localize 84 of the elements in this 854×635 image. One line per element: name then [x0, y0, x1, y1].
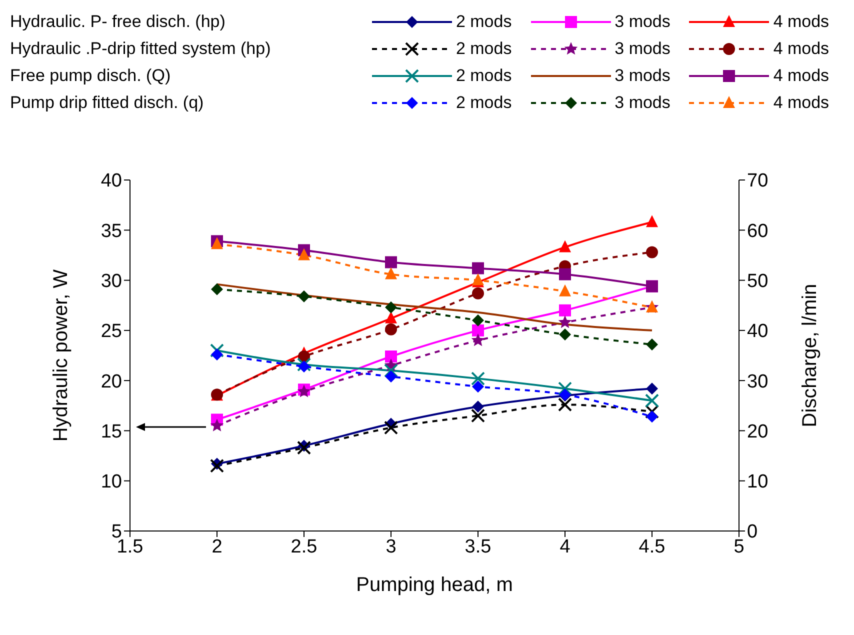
y2-tick-label: 20 [747, 421, 768, 442]
x-tick-label: 5 [734, 536, 744, 558]
text: Hydraulic. P- free disch. (hp) [10, 12, 226, 32]
point [645, 404, 659, 419]
x-tick-label: 2.5 [290, 536, 318, 558]
y-tick-label: 30 [100, 271, 122, 292]
legend-label: 2 mods [456, 38, 512, 58]
point [298, 290, 310, 302]
point [558, 315, 572, 328]
legend-label: 3 mods [614, 38, 670, 58]
y2-tick-label: 50 [747, 271, 768, 292]
y-tick-label: 40 [100, 170, 122, 192]
point [297, 440, 311, 455]
y-axis-title: Hydraulic power, W [50, 269, 72, 442]
point [559, 304, 571, 316]
point [211, 348, 223, 360]
point [472, 314, 484, 326]
legend-label: 3 mods [614, 92, 670, 112]
point [211, 283, 223, 296]
point [646, 215, 658, 228]
point [559, 240, 571, 252]
point [385, 370, 397, 383]
y-tick-label: 20 [100, 371, 122, 392]
x-tick-label: 3.5 [464, 536, 492, 558]
point [646, 338, 658, 350]
point [298, 360, 310, 373]
legend-label: 2 mods [456, 66, 512, 86]
point [297, 358, 311, 372]
point [385, 350, 397, 363]
point [472, 324, 484, 336]
y2-tick-label: 70 [747, 170, 768, 192]
legend-label: 2 mods [456, 92, 512, 112]
point [559, 268, 571, 280]
point [471, 372, 485, 386]
y2-tick-label: 30 [747, 371, 768, 392]
point [471, 333, 485, 346]
point [385, 267, 397, 280]
point [210, 418, 224, 432]
x-tick-label: 4.5 [638, 536, 666, 558]
y2-tick-label: 0 [747, 522, 758, 543]
point [385, 323, 397, 336]
point [471, 408, 485, 423]
point [646, 410, 658, 423]
y2-axis-title: Discharge, l/min [799, 284, 822, 428]
text: Free pump disch. (Q) [10, 66, 172, 86]
x-tick-label: 3 [386, 536, 396, 558]
point [559, 284, 571, 296]
legend-label: 4 mods [773, 92, 830, 112]
point [472, 400, 484, 413]
point [298, 248, 310, 260]
y2-tick-label: 60 [747, 220, 768, 242]
point [385, 256, 397, 268]
y-tick-label: 35 [100, 220, 122, 242]
point [472, 380, 484, 393]
x-axis-title: Pumping head, m [356, 574, 513, 596]
y2-tick-label: 40 [747, 321, 768, 342]
y-tick-label: 10 [100, 472, 122, 493]
text: Pump drip fitted disch. (q) [10, 92, 205, 112]
point [559, 328, 571, 340]
point [646, 246, 658, 258]
y-tick-label: 15 [100, 421, 122, 442]
point [558, 398, 572, 412]
x-tick-label: 4 [560, 536, 571, 558]
point [385, 311, 397, 324]
text: Hydraulic .P-drip fitted system (hp) [10, 38, 272, 58]
point [472, 262, 484, 274]
point [384, 420, 398, 435]
point [384, 364, 398, 378]
x-tick-label: 2 [212, 536, 222, 558]
legend-label: 2 mods [456, 12, 512, 32]
y-tick-label: 25 [100, 321, 122, 342]
point [385, 301, 397, 314]
point [558, 382, 572, 396]
y2-tick-label: 10 [747, 472, 768, 493]
point [646, 382, 658, 395]
legend-label: 4 mods [773, 66, 830, 86]
point [645, 394, 659, 408]
legend-label: 4 mods [773, 38, 830, 58]
point [210, 343, 224, 358]
legend-label: 3 mods [614, 12, 670, 32]
legend-label: 4 mods [773, 12, 830, 32]
legend-label: 3 mods [614, 66, 670, 86]
point [472, 287, 484, 300]
point [210, 458, 224, 473]
